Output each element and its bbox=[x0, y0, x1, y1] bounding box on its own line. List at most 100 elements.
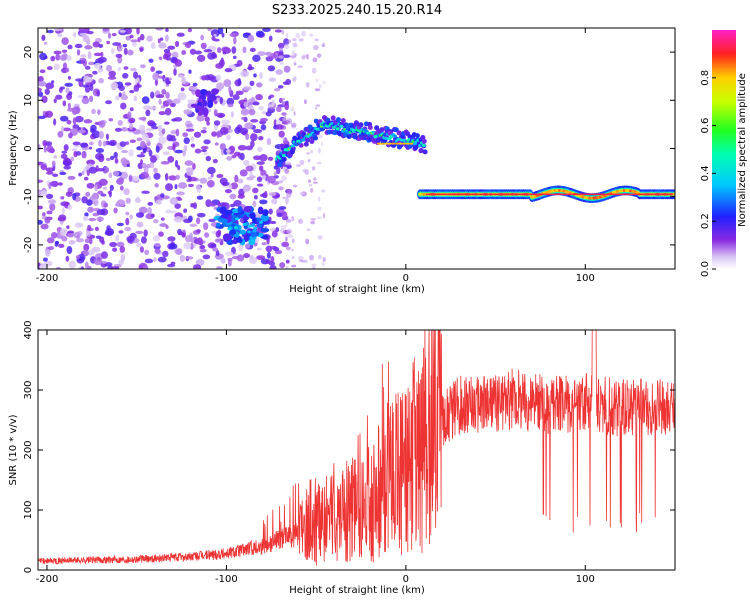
heatmap-noise-blob bbox=[192, 162, 196, 170]
heatmap-noise-blob bbox=[290, 55, 296, 59]
top-xtick-label: -100 bbox=[215, 273, 238, 284]
heatmap-noise-blob bbox=[247, 34, 255, 43]
heatmap-noise-blob bbox=[253, 73, 257, 78]
heatmap-noise-blob bbox=[152, 235, 161, 242]
heatmap-noise-blob bbox=[79, 32, 88, 36]
heatmap-feature-cell bbox=[358, 122, 364, 128]
heatmap-noise-blob bbox=[252, 101, 260, 106]
heatmap-noise-blob bbox=[287, 234, 294, 238]
heatmap-noise-blob bbox=[123, 66, 129, 70]
heatmap-noise-blob bbox=[96, 209, 106, 216]
heatmap-noise-blob bbox=[96, 216, 105, 222]
heatmap-noise-blob bbox=[50, 80, 55, 84]
heatmap-noise-blob bbox=[256, 247, 262, 251]
colorbar-ticks: 0.0 0.2 0.4 0.6 0.8 bbox=[700, 70, 716, 277]
heatmap-noise-blob bbox=[80, 54, 87, 58]
heatmap-noise-blob bbox=[211, 36, 216, 41]
heatmap-feature-cell bbox=[259, 220, 264, 224]
heatmap-noise-blob bbox=[191, 89, 196, 95]
heatmap-feature-cell bbox=[340, 118, 346, 124]
heatmap-noise-blob bbox=[275, 124, 284, 130]
heatmap-noise-blob bbox=[268, 95, 272, 100]
heatmap-noise-blob bbox=[73, 231, 81, 239]
heatmap-noise-blob bbox=[249, 47, 256, 53]
heatmap-feature-cell bbox=[394, 142, 399, 145]
heatmap-noise-blob bbox=[262, 28, 271, 32]
heatmap-noise-blob bbox=[141, 190, 150, 194]
heatmap-noise-blob bbox=[286, 189, 293, 195]
heatmap-noise-blob bbox=[41, 95, 48, 104]
heatmap-noise-blob bbox=[61, 150, 68, 154]
heatmap-noise-blob bbox=[268, 208, 273, 215]
heatmap-feature-cell bbox=[396, 130, 402, 136]
heatmap-noise-blob bbox=[205, 155, 212, 162]
heatmap-feature-cell bbox=[304, 137, 310, 143]
heatmap-noise-blob bbox=[304, 99, 307, 105]
colorbar-gradient bbox=[712, 30, 736, 269]
heatmap-noise-blob bbox=[271, 198, 278, 205]
heatmap-noise-blob bbox=[321, 43, 325, 48]
heatmap-noise-blob bbox=[175, 248, 183, 256]
heatmap-noise-blob bbox=[259, 153, 268, 162]
heatmap-noise-blob bbox=[264, 190, 268, 199]
heatmap-feature-cell bbox=[418, 148, 424, 154]
heatmap-noise-blob bbox=[312, 57, 318, 63]
heatmap-noise-blob bbox=[252, 54, 261, 62]
snr-line-path bbox=[38, 330, 675, 566]
heatmap-noise-blob bbox=[68, 260, 76, 269]
heatmap-noise-blob bbox=[65, 87, 70, 94]
heatmap-noise-blob bbox=[317, 161, 322, 165]
heatmap-noise-blob bbox=[165, 99, 173, 105]
heatmap-feature-cell bbox=[277, 162, 283, 168]
heatmap-noise-blob bbox=[107, 32, 112, 39]
heatmap-noise-blob bbox=[45, 260, 53, 265]
heatmap-noise-blob bbox=[311, 166, 316, 171]
top-ytick-label: 20 bbox=[23, 46, 34, 59]
heatmap-noise-blob bbox=[93, 258, 103, 266]
heatmap-noise-blob bbox=[154, 242, 161, 247]
heatmap-noise-blob bbox=[183, 144, 188, 152]
heatmap-noise-blob bbox=[125, 197, 131, 204]
heatmap-noise-blob bbox=[221, 46, 230, 52]
heatmap-noise-blob bbox=[71, 106, 81, 115]
heatmap-noise-blob bbox=[177, 74, 184, 79]
heatmap-noise-blob bbox=[83, 176, 89, 181]
heatmap-noise-blob bbox=[160, 160, 170, 165]
heatmap-noise-blob bbox=[157, 256, 167, 263]
heatmap-noise-blob bbox=[141, 133, 149, 141]
heatmap-noise-blob bbox=[52, 173, 59, 178]
heatmap-noise-blob bbox=[84, 45, 93, 50]
heatmap-feature-cell bbox=[215, 222, 221, 228]
heatmap-noise-blob bbox=[196, 237, 203, 245]
heatmap-noise-blob bbox=[315, 107, 318, 110]
spectrogram-y-axis: -20 -10 0 10 20 bbox=[23, 46, 675, 253]
heatmap-noise-blob bbox=[53, 28, 63, 32]
heatmap-noise-blob bbox=[216, 266, 223, 269]
heatmap-noise-blob bbox=[53, 98, 57, 104]
heatmap-feature-cell bbox=[218, 218, 228, 223]
heatmap-noise-blob bbox=[183, 137, 190, 145]
heatmap-noise-blob bbox=[306, 152, 311, 155]
heatmap-noise-blob bbox=[316, 216, 322, 220]
heatmap-noise-blob bbox=[88, 166, 98, 174]
colorbar-tick-label: 0.6 bbox=[700, 118, 711, 134]
heatmap-noise-blob bbox=[318, 84, 322, 89]
heatmap-noise-blob bbox=[244, 243, 251, 249]
heatmap-noise-blob bbox=[291, 238, 295, 244]
heatmap-noise-blob bbox=[130, 39, 139, 43]
heatmap-noise-blob bbox=[50, 180, 59, 187]
heatmap-noise-blob bbox=[279, 228, 285, 234]
heatmap-noise-blob bbox=[210, 173, 214, 178]
heatmap-noise-blob bbox=[119, 141, 127, 147]
heatmap-feature-cell bbox=[237, 205, 243, 214]
heatmap-feature-cell bbox=[380, 142, 385, 145]
heatmap-noise-blob bbox=[181, 50, 187, 56]
heatmap-noise-blob bbox=[257, 51, 266, 57]
heatmap-noise-blob bbox=[133, 71, 139, 79]
heatmap-noise-blob bbox=[269, 264, 277, 269]
heatmap-noise-blob bbox=[102, 166, 110, 174]
heatmap-noise-blob bbox=[240, 108, 250, 116]
heatmap-feature-cell bbox=[251, 216, 257, 225]
heatmap-noise-blob bbox=[267, 175, 276, 184]
heatmap-noise-blob bbox=[243, 253, 250, 259]
